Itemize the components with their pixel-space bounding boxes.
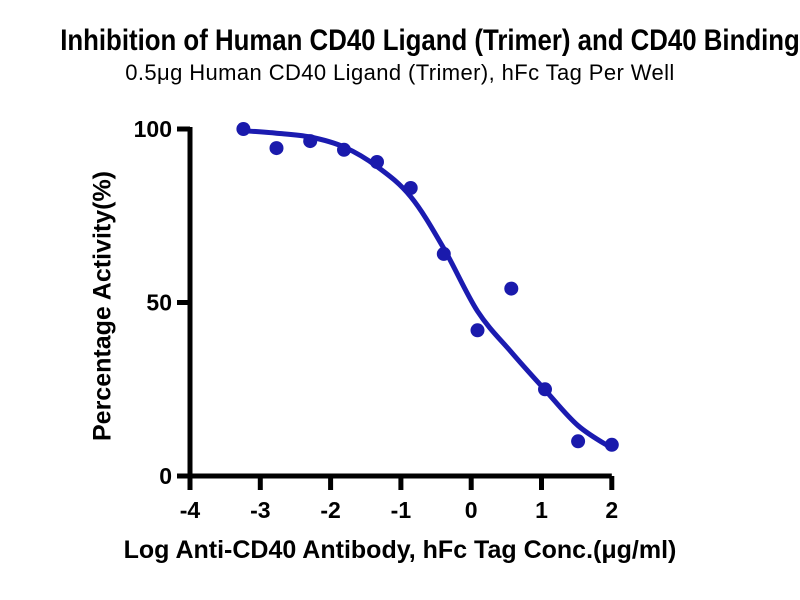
data-point xyxy=(269,141,284,156)
data-point xyxy=(403,181,418,195)
data-point xyxy=(571,434,586,449)
data-point xyxy=(337,142,351,157)
y-tick-label: 0 xyxy=(159,463,172,489)
chart-title-text: Inhibition of Human CD40 Ligand (Trimer)… xyxy=(60,24,800,57)
data-point xyxy=(504,281,519,296)
data-point xyxy=(470,323,485,338)
x-tick-label: -3 xyxy=(250,497,270,523)
data-point xyxy=(604,437,619,452)
y-tick-label: 50 xyxy=(146,290,172,316)
fit-curve xyxy=(240,128,615,451)
x-tick-label: -2 xyxy=(320,497,340,523)
data-point xyxy=(436,246,451,261)
data-point xyxy=(538,382,552,397)
data-point xyxy=(236,122,251,136)
chart-subtitle: 0.5μg Human CD40 Ligand (Trimer), hFc Ta… xyxy=(125,60,675,85)
x-tick-label: 0 xyxy=(465,497,478,523)
x-tick-label: 2 xyxy=(605,497,618,523)
axis-frame xyxy=(187,127,612,479)
x-tick-label: 1 xyxy=(535,497,548,523)
chart-title: Inhibition of Human CD40 Ligand (Trimer)… xyxy=(0,24,800,63)
y-tick-label: 100 xyxy=(134,116,172,142)
x-tick-label: -4 xyxy=(180,497,201,523)
data-point xyxy=(303,134,318,149)
x-axis-title: Log Anti-CD40 Antibody, hFc Tag Conc.(μg… xyxy=(123,536,677,564)
data-point xyxy=(370,155,384,169)
x-tick-label: -1 xyxy=(391,497,412,523)
